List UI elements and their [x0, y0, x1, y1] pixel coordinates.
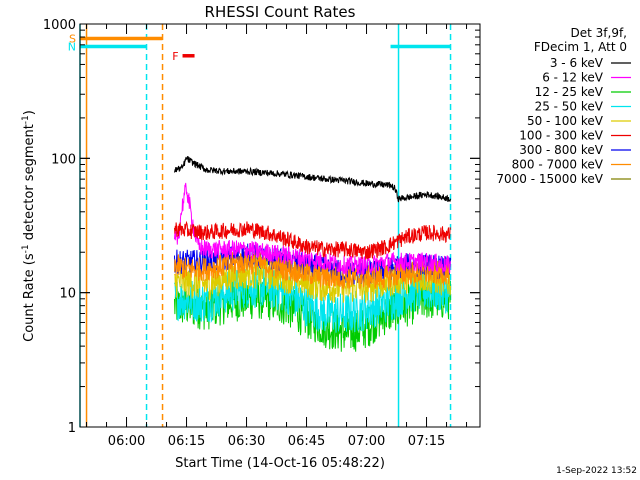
annotation-label: S	[69, 32, 76, 45]
x-tick-label: 07:00	[348, 434, 385, 449]
y-tick-label: 1000	[43, 18, 76, 33]
data-series	[174, 156, 451, 352]
series-line	[174, 156, 451, 203]
legend-header-line: FDecim 1, Att 0	[534, 40, 627, 54]
x-tick-label: 06:00	[108, 434, 145, 449]
annotation-label: F	[172, 50, 178, 63]
series-line	[174, 265, 451, 333]
y-axis-label-part: )	[22, 110, 37, 115]
x-tick-label: 06:30	[228, 434, 265, 449]
legend-header-line: Det 3f,9f,	[571, 26, 628, 40]
y-tick-label: 100	[51, 152, 76, 167]
y-axis-label-exponent: -1	[21, 115, 31, 124]
legend-entry-label: 100 - 300 keV	[519, 129, 603, 143]
legend-entry-label: 50 - 100 keV	[527, 114, 604, 128]
plot-frame	[79, 23, 481, 428]
y-tick-label: 1	[68, 421, 76, 436]
y-axis-label-exponent: -1	[21, 244, 31, 253]
x-tick-label: 06:15	[168, 434, 205, 449]
legend-entry-label: 3 - 6 keV	[550, 56, 604, 70]
legend-entry-label: 6 - 12 keV	[542, 71, 604, 85]
legend-entry-label: 25 - 50 keV	[535, 100, 604, 114]
y-axis-label-part: detector segment	[22, 124, 37, 244]
y-axis-label-part: Count Rate (s	[22, 253, 37, 342]
footer-timestamp: 1-Sep-2022 13:52	[556, 466, 637, 476]
series-line	[174, 182, 451, 276]
legend-entry-label: 12 - 25 keV	[535, 85, 604, 99]
chart-title: RHESSI Count Rates	[205, 3, 356, 21]
legend-entry-label: 300 - 800 keV	[519, 143, 603, 157]
legend-entry-label: 800 - 7000 keV	[512, 158, 604, 172]
annotation-label: N	[68, 40, 76, 53]
legend-entry-label: 7000 - 15000 keV	[496, 172, 603, 186]
x-axis-label: Start Time (14-Oct-16 05:48:22)	[175, 456, 385, 471]
x-axis-ticks: 06:00 06:15 06:30 06:45 07:00 07:15	[86, 24, 468, 449]
y-axis-ticks: 1 10 100 1000	[43, 18, 480, 436]
x-tick-label: 07:15	[408, 434, 445, 449]
time-markers	[79, 24, 452, 427]
y-tick-label: 10	[59, 287, 76, 302]
x-tick-label: 06:45	[288, 434, 325, 449]
series-line	[174, 220, 451, 260]
y-axis-label: Count Rate (s-1 detector segment-1)	[21, 110, 37, 342]
annotation-bars: SN F	[68, 32, 451, 63]
